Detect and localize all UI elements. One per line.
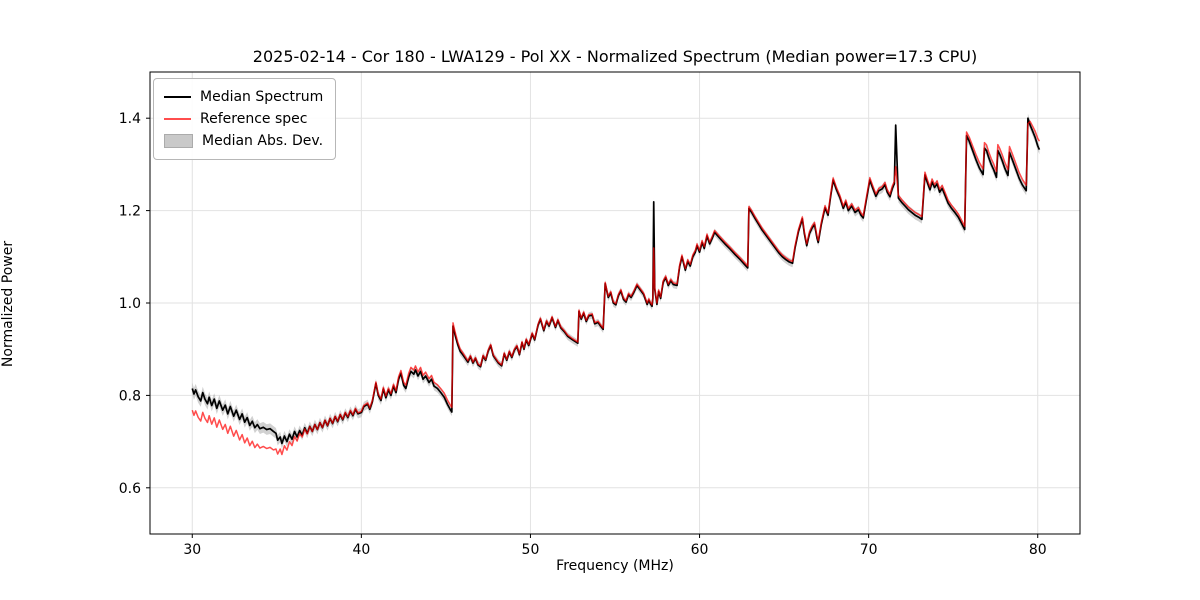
legend-label: Median Abs. Dev. <box>202 133 324 149</box>
y-tick-label: 1.4 <box>119 111 141 127</box>
y-tick-label: 1.0 <box>119 296 141 312</box>
y-axis-label: Normalized Power <box>0 240 16 368</box>
chart-title: 2025-02-14 - Cor 180 - LWA129 - Pol XX -… <box>252 47 978 66</box>
legend-label: Median Spectrum <box>200 89 324 105</box>
legend: Median Spectrum Reference spec Median Ab… <box>153 78 337 160</box>
reference-spec-line <box>191 120 1041 456</box>
legend-item-reference-spec: Reference spec <box>164 108 323 130</box>
median-spectrum-line <box>191 117 1041 445</box>
y-tick-label: 0.8 <box>119 388 141 404</box>
y-tick-label: 0.6 <box>119 481 141 497</box>
x-tick-label: 70 <box>860 542 878 558</box>
legend-item-median-abs-dev: Median Abs. Dev. <box>164 130 323 152</box>
legend-label: Reference spec <box>200 111 308 127</box>
x-tick-label: 80 <box>1029 542 1047 558</box>
x-axis-label: Frequency (MHz) <box>556 558 674 574</box>
median-abs-dev-patch-swatch <box>164 134 193 148</box>
reference-spec-line-swatch <box>164 118 191 120</box>
x-tick-label: 40 <box>352 542 370 558</box>
x-tick-label: 60 <box>691 542 709 558</box>
mad-band <box>192 113 1040 449</box>
x-tick-label: 50 <box>522 542 540 558</box>
x-tick-label: 30 <box>183 542 201 558</box>
median-spectrum-line-swatch <box>164 96 191 98</box>
legend-item-median-spectrum: Median Spectrum <box>164 86 323 108</box>
y-tick-label: 1.2 <box>119 204 141 220</box>
